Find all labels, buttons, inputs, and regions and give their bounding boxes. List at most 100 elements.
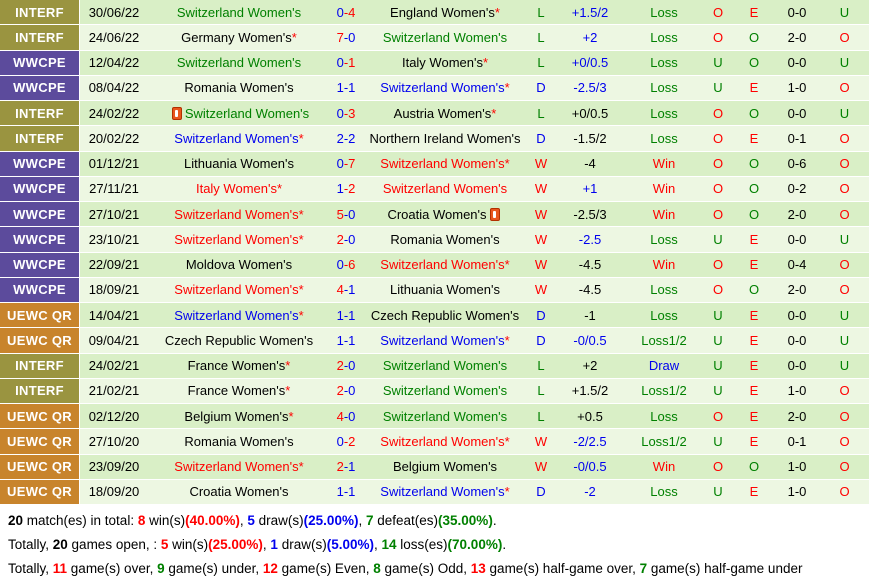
match-row[interactable]: WWCPE 22/09/21 Moldova Women's* 0-6 Swit… [0,252,869,278]
home-goals: 4 [336,282,344,298]
home-goals: 2 [336,358,344,374]
over-under-flag: U [713,55,723,71]
match-date: 18/09/21 [88,282,140,298]
away-team-name: Switzerland Women's [380,433,505,449]
summary-text: 20 [52,537,68,552]
half-over-under-flag: O [839,181,850,197]
half-time-score: 2-0 [787,29,807,45]
home-team-cell: Croatia Women's* [148,484,330,499]
full-time-score: 1-1 [330,484,362,499]
match-date: 23/09/20 [88,459,140,475]
home-goals: 1 [336,332,344,348]
summary-text: games open, : [67,537,161,552]
away-team-name: Switzerland Women's [382,383,508,399]
handicap-line: -0/0.5 [573,459,607,475]
summary-text: game(s) over, [67,561,158,576]
home-team-star: * [298,231,304,247]
handicap-line: +1.5/2 [571,383,609,399]
over-under-flag: O [712,257,724,273]
score-dash: - [343,80,349,96]
away-goals: 0 [348,383,356,399]
match-row[interactable]: INTERF 21/02/21 France Women's* 2-0 Swit… [0,378,869,404]
match-row[interactable]: UEWC QR 27/10/20 Romania Women's* 0-2 Sw… [0,429,869,455]
full-time-score: 1-1 [330,80,362,95]
away-team-cell: Northern Ireland Women's* [362,131,528,146]
result-letter: L [537,408,545,424]
summary-text: 7 [365,513,374,528]
away-team-cell: Italy Women's* [362,55,528,70]
full-time-score: 0-7 [330,156,362,171]
half-over-under-flag: O [839,130,850,146]
home-team-name: Moldova Women's [185,257,293,273]
half-time-score: 0-1 [787,130,807,146]
score-dash: - [343,383,349,399]
home-team-name: Switzerland Women's [174,307,299,323]
summary-text: (70.00%) [447,537,503,552]
away-goals: 1 [348,459,356,475]
result-letter: W [534,257,548,273]
summary-line-1: 20 match(es) in total: 8 win(s)(40.00%),… [8,509,869,533]
home-team-cell: Romania Women's* [148,80,330,95]
summary-text: game(s) Even, [277,561,374,576]
match-row[interactable]: WWCPE 18/09/21 Switzerland Women's* 4-1 … [0,277,869,303]
away-goals: 0 [348,231,356,247]
result-letter: D [536,80,546,96]
handicap-line: +0.5 [577,408,603,424]
even-odd-flag: E [749,433,759,449]
match-row[interactable]: WWCPE 27/11/21 Italy Women's* 1-2 Switze… [0,176,869,202]
away-team-cell: Czech Republic Women's* [362,308,528,323]
summary-text: 12 [262,561,278,576]
result-letter: L [537,105,545,121]
match-row[interactable]: UEWC QR 02/12/20 Belgium Women's* 4-0 Sw… [0,404,869,430]
handicap-line: -4 [584,156,596,172]
match-row[interactable]: UEWC QR 23/09/20 Switzerland Women's* 2-… [0,454,869,480]
score-dash: - [343,408,349,424]
full-time-score: 0-1 [330,55,362,70]
score-dash: - [343,206,349,222]
match-row[interactable]: INTERF 24/02/21 France Women's* 2-0 Swit… [0,353,869,379]
match-row[interactable]: INTERF 20/02/22 Switzerland Women's* 2-2… [0,126,869,152]
full-time-score: 5-0 [330,207,362,222]
score-dash: - [343,130,349,146]
handicap-line: +2 [582,29,598,45]
match-row[interactable]: WWCPE 23/10/21 Switzerland Women's* 2-0 … [0,227,869,253]
handicap-line: -4.5 [578,282,602,298]
handicap-line: +1 [582,181,598,197]
away-team-name: Switzerland Women's [382,181,508,197]
match-row[interactable]: UEWC QR 14/04/21 Switzerland Women's* 1-… [0,303,869,329]
home-goals: 1 [336,484,344,500]
match-row[interactable]: UEWC QR 18/09/20 Croatia Women's* 1-1 Sw… [0,479,869,505]
handicap-result: Draw [648,358,680,374]
match-row[interactable]: INTERF 24/06/22 Germany Women's* 7-0 Swi… [0,25,869,51]
away-team-name: Belgium Women's [392,459,498,475]
summary-text: 5 [247,513,255,528]
away-team-star: * [482,55,489,71]
summary-text: 13 [470,561,486,576]
full-time-score: 2-0 [330,232,362,247]
match-row[interactable]: WWCPE 01/12/21 Lithuania Women's* 0-7 Sw… [0,151,869,177]
competition-badge: INTERF [0,101,80,126]
match-row[interactable]: INTERF 30/06/22 Switzerland Women's* 0-4… [0,0,869,26]
result-letter: W [534,181,548,197]
match-date: 30/06/22 [88,4,140,20]
away-goals: 0 [348,408,356,424]
home-goals: 0 [336,105,344,121]
match-row[interactable]: WWCPE 08/04/22 Romania Women's* 1-1 Swit… [0,75,869,101]
match-row[interactable]: WWCPE 27/10/21 Switzerland Women's* 5-0 … [0,202,869,228]
away-team-star: * [491,105,497,121]
home-goals: 2 [336,459,344,475]
half-over-under-flag: O [839,459,850,475]
summary-text: 1 [270,537,278,552]
away-team-cell: Croatia Women's* [362,207,528,222]
match-row[interactable]: WWCPE 12/04/22 Switzerland Women's* 0-1 … [0,50,869,76]
home-team-name: Switzerland Women's [176,4,302,20]
summary-text: 8 [373,561,381,576]
over-under-flag: U [713,433,723,449]
match-date: 21/02/21 [88,383,140,399]
match-row[interactable]: INTERF 24/02/22 Switzerland Women's* 0-3… [0,101,869,127]
match-row[interactable]: UEWC QR 09/04/21 Czech Republic Women's*… [0,328,869,354]
handicap-line: +0/0.5 [571,105,609,121]
home-goals: 7 [336,29,344,45]
result-letter: L [537,4,545,20]
away-team-cell: Lithuania Women's* [362,282,528,297]
